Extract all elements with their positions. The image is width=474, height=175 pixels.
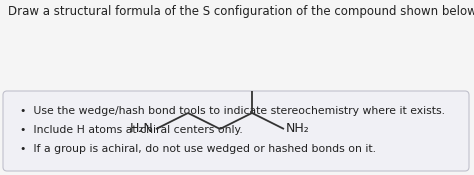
Text: Draw a structural formula of the S configuration of the compound shown below.: Draw a structural formula of the S confi… <box>8 5 474 18</box>
Text: •  If a group is achiral, do not use wedged or hashed bonds on it.: • If a group is achiral, do not use wedg… <box>20 144 376 154</box>
Text: NH₂: NH₂ <box>286 122 310 135</box>
Text: •  Include H atoms at chiral centers only.: • Include H atoms at chiral centers only… <box>20 125 243 135</box>
Text: H₂N: H₂N <box>130 122 154 135</box>
Text: •  Use the wedge/hash bond tools to indicate stereochemistry where it exists.: • Use the wedge/hash bond tools to indic… <box>20 106 445 116</box>
FancyBboxPatch shape <box>3 91 469 171</box>
